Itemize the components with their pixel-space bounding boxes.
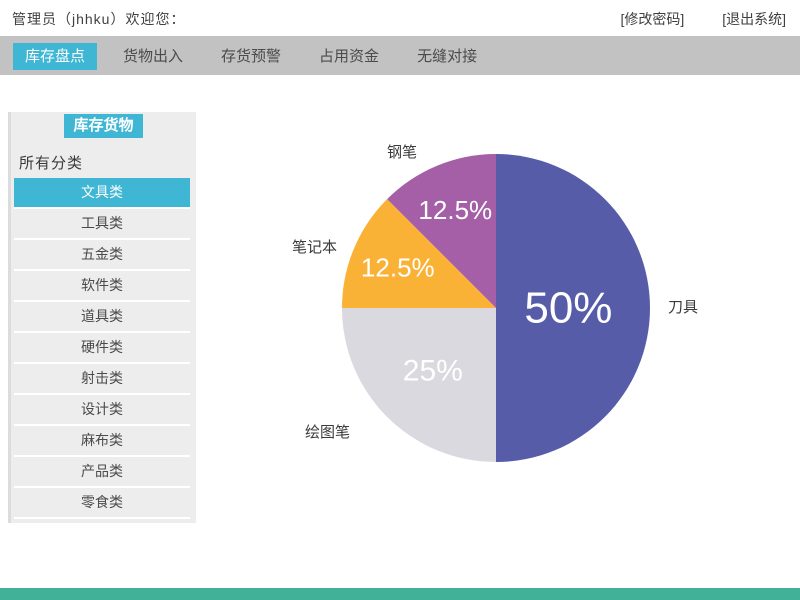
pie-value-label-notebook: 12.5% [361, 252, 435, 282]
sidebar-item-6[interactable]: 射击类 [14, 364, 190, 395]
nav-bar: 库存盘点 货物出入 存货预警 占用资金 无缝对接 [0, 36, 800, 75]
pie-value-label-pen: 12.5% [418, 195, 492, 225]
sidebar-title: 库存货物 [64, 114, 143, 138]
pie-category-label-drawing-pen: 绘图笔 [305, 424, 351, 441]
pie-slice-knife [496, 154, 650, 462]
sidebar-item-10[interactable]: 零食类 [14, 488, 190, 519]
sidebar-filter-label: 所有分类 [19, 155, 84, 172]
category-list: 文具类 工具类 五金类 软件类 道具类 硬件类 射击类 设计类 麻布类 产品类 零食类 [14, 178, 190, 519]
tab-occupied-funds[interactable]: 占用资金 [319, 48, 380, 65]
pie-chart-container: 50% 25% 12.5% 12.5% [342, 154, 650, 462]
logout-link[interactable]: [退出系统] [722, 11, 786, 27]
sidebar-item-1[interactable]: 工具类 [14, 209, 190, 240]
pie-category-label-pen: 钢笔 [387, 144, 418, 161]
sidebar-item-0[interactable]: 文具类 [14, 178, 190, 209]
sidebar-item-4[interactable]: 道具类 [14, 302, 190, 333]
footer-bar [0, 588, 800, 600]
pie-slice-pen [387, 154, 496, 308]
sidebar-item-2[interactable]: 五金类 [14, 240, 190, 271]
sidebar-item-9[interactable]: 产品类 [14, 457, 190, 488]
tab-goods-in-out[interactable]: 货物出入 [123, 48, 184, 65]
sidebar-item-3[interactable]: 软件类 [14, 271, 190, 302]
pie-slice-drawing-pen [342, 308, 496, 462]
top-links: [修改密码] [退出系统] [587, 9, 786, 29]
pie-chart: 50% 25% 12.5% 12.5% [342, 154, 650, 462]
pie-value-label-knife: 50% [524, 284, 612, 333]
sidebar-item-8[interactable]: 麻布类 [14, 426, 190, 457]
sidebar-item-5[interactable]: 硬件类 [14, 333, 190, 364]
tab-seamless-docking[interactable]: 无缝对接 [417, 48, 478, 65]
tab-inventory-check[interactable]: 库存盘点 [13, 43, 98, 70]
pie-category-label-notebook: 笔记本 [292, 239, 338, 256]
sidebar: 库存货物 所有分类 文具类 工具类 五金类 软件类 道具类 硬件类 射击类 设计类 麻布类 产品类… [8, 112, 196, 523]
pie-category-label-knife: 刀具 [668, 299, 699, 316]
pie-value-label-drawing-pen: 25% [403, 355, 463, 388]
pie-slice-notebook [342, 199, 496, 308]
tab-stock-warning[interactable]: 存货预警 [221, 48, 282, 65]
top-bar: 管理员（jhhku）欢迎您： [修改密码] [退出系统] [0, 0, 800, 36]
welcome-text: 管理员（jhhku）欢迎您： [12, 11, 186, 27]
change-password-link[interactable]: [修改密码] [620, 11, 685, 27]
tab-strip: 库存盘点 货物出入 存货预警 占用资金 无缝对接 [0, 36, 800, 75]
sidebar-item-7[interactable]: 设计类 [14, 395, 190, 426]
